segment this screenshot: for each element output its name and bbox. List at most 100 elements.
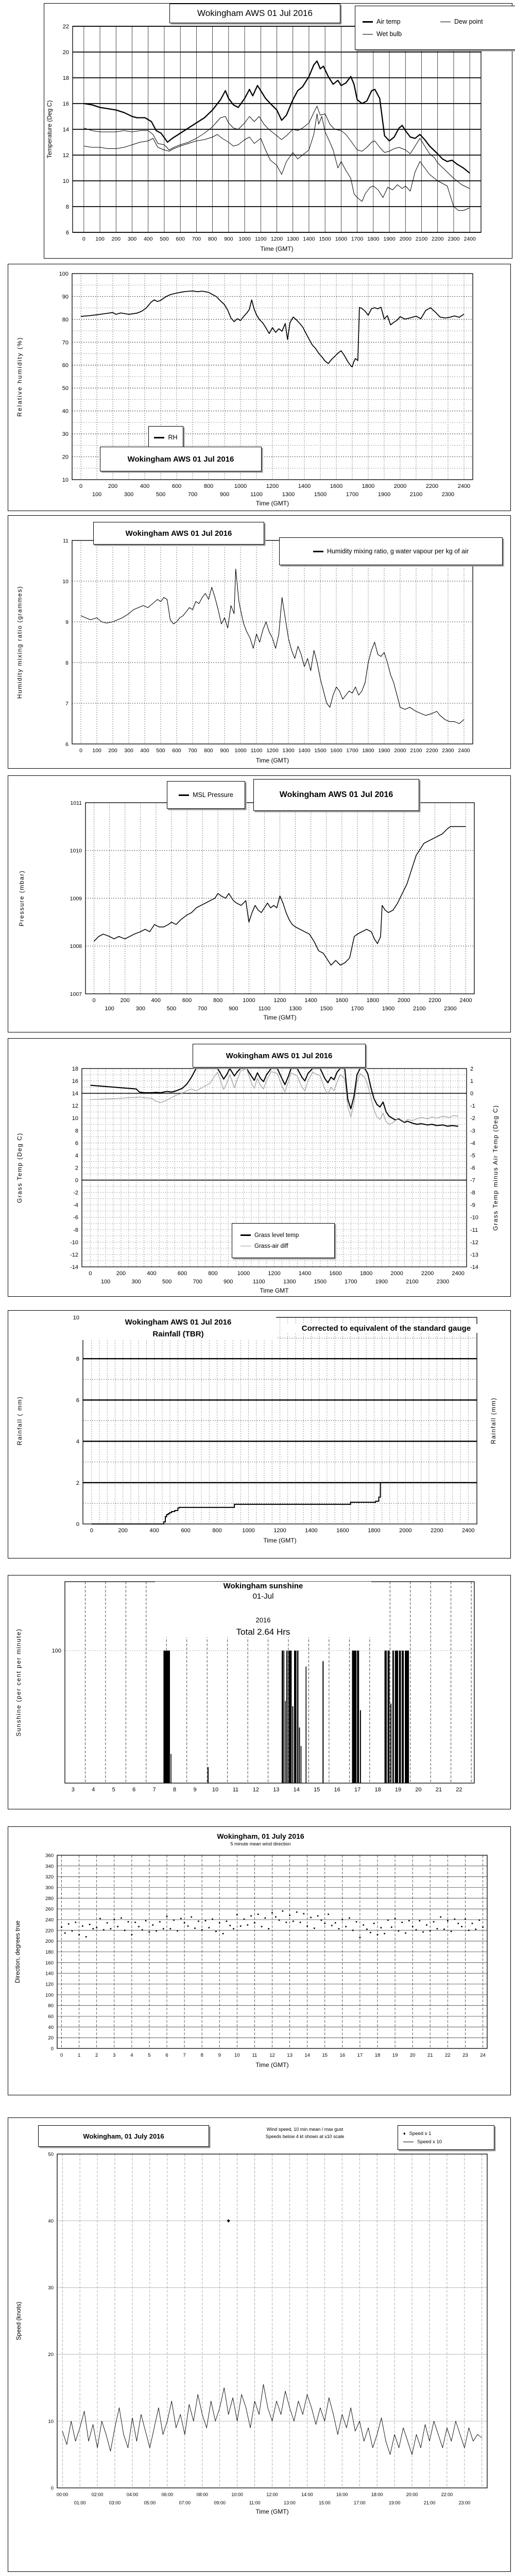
chart-title-box: Wokingham AWS 01 Jul 2016 xyxy=(93,522,264,545)
svg-text:900: 900 xyxy=(229,1006,238,1012)
chart-title-box: Wokingham, 01 July 2016 xyxy=(38,2125,209,2147)
legend-item: Air temp xyxy=(363,18,440,25)
svg-text:Time (GMT): Time (GMT) xyxy=(255,2061,288,2069)
legend-item: Speed x 1 xyxy=(403,2131,494,2137)
svg-text:9: 9 xyxy=(218,2053,221,2058)
svg-text:16: 16 xyxy=(340,2053,346,2058)
svg-text:1200: 1200 xyxy=(268,1270,280,1277)
svg-text:16: 16 xyxy=(334,1787,340,1793)
chart-date: 01-Jul xyxy=(252,1592,274,1601)
svg-text:600: 600 xyxy=(181,1528,190,1534)
svg-text:1011: 1011 xyxy=(70,800,82,806)
svg-text:1800: 1800 xyxy=(368,1528,380,1534)
svg-text:300: 300 xyxy=(45,1885,54,1891)
svg-text:2000: 2000 xyxy=(400,236,412,242)
legend-item: Grass-air diff xyxy=(241,1243,334,1249)
svg-text:-4: -4 xyxy=(470,1140,475,1146)
svg-text:-8: -8 xyxy=(470,1190,475,1196)
svg-text:1600: 1600 xyxy=(330,748,342,754)
svg-text:1100: 1100 xyxy=(251,748,263,754)
svg-text:2300: 2300 xyxy=(442,748,454,754)
svg-text:1010: 1010 xyxy=(70,848,82,854)
svg-text:500: 500 xyxy=(156,492,165,498)
svg-text:09:00: 09:00 xyxy=(214,2500,226,2505)
svg-text:18: 18 xyxy=(72,1066,78,1072)
svg-text:04:00: 04:00 xyxy=(127,2492,139,2497)
wind-direction-chart-panel: 0 20 40 60 80 100 120 140 160 180 200 220 240 260 280 3… xyxy=(8,1826,511,2095)
svg-text:24: 24 xyxy=(480,2053,486,2058)
svg-text:400: 400 xyxy=(140,483,149,489)
svg-text:1900: 1900 xyxy=(382,1006,394,1012)
svg-text:14: 14 xyxy=(63,127,69,133)
svg-text:280: 280 xyxy=(45,1896,54,1902)
chart-subtitle: Rainfall (TBR) xyxy=(152,1329,204,1338)
svg-text:1700: 1700 xyxy=(351,236,364,242)
svg-text:220: 220 xyxy=(45,1928,54,1934)
svg-text:1100: 1100 xyxy=(250,492,263,498)
svg-text:06:00: 06:00 xyxy=(162,2492,174,2497)
svg-text:12: 12 xyxy=(253,1787,259,1793)
svg-text:4: 4 xyxy=(130,2053,133,2058)
legend-item: Dew point xyxy=(440,18,515,25)
svg-text:6: 6 xyxy=(65,741,68,748)
svg-text:3: 3 xyxy=(113,2053,115,2058)
svg-text:2100: 2100 xyxy=(410,492,422,498)
svg-text:0: 0 xyxy=(92,997,95,1004)
svg-text:1900: 1900 xyxy=(383,236,396,242)
svg-text:4: 4 xyxy=(75,1153,78,1159)
svg-text:2400: 2400 xyxy=(452,1270,464,1277)
svg-text:0: 0 xyxy=(60,2053,63,2058)
svg-text:600: 600 xyxy=(172,748,181,754)
svg-text:500: 500 xyxy=(162,1279,171,1285)
svg-text:7: 7 xyxy=(153,1787,156,1793)
svg-text:2400: 2400 xyxy=(458,748,470,754)
svg-text:4: 4 xyxy=(92,1787,95,1793)
svg-text:10: 10 xyxy=(62,579,68,585)
svg-text:1800: 1800 xyxy=(362,748,374,754)
svg-text:15: 15 xyxy=(322,2053,328,2058)
chart-year: 2016 xyxy=(255,1616,271,1624)
svg-text:1200: 1200 xyxy=(273,1528,286,1534)
svg-text:20: 20 xyxy=(410,2053,416,2058)
svg-text:1000: 1000 xyxy=(243,997,255,1004)
svg-text:Time (GMT): Time (GMT) xyxy=(260,245,293,252)
legend: Grass level temp Grass-air diff xyxy=(232,1223,335,1258)
svg-text:16: 16 xyxy=(72,1078,78,1084)
line-sample-icon xyxy=(363,21,373,23)
svg-text:2100: 2100 xyxy=(410,748,422,754)
svg-text:2100: 2100 xyxy=(406,1279,418,1285)
svg-text:-2: -2 xyxy=(470,1115,475,1122)
svg-text:300: 300 xyxy=(136,1006,145,1012)
svg-text:2200: 2200 xyxy=(428,997,441,1004)
svg-text:18:00: 18:00 xyxy=(371,2492,383,2497)
svg-text:1400: 1400 xyxy=(299,1270,311,1277)
svg-text:800: 800 xyxy=(213,997,222,1004)
svg-text:900: 900 xyxy=(220,748,229,754)
svg-text:1600: 1600 xyxy=(336,1528,349,1534)
svg-text:1800: 1800 xyxy=(362,483,374,489)
svg-text:260: 260 xyxy=(45,1907,54,1912)
svg-text:1007: 1007 xyxy=(70,991,82,997)
svg-text:500: 500 xyxy=(160,236,169,242)
svg-text:16:00: 16:00 xyxy=(336,2492,348,2497)
svg-text:11: 11 xyxy=(233,1787,238,1793)
svg-text:6: 6 xyxy=(76,1397,79,1403)
svg-text:2100: 2100 xyxy=(413,1006,425,1012)
svg-text:10: 10 xyxy=(72,1115,78,1122)
rainfall-plot: 0 2 4 6 8 10 0 200 400 600 800 1000 1200 1400 1600 1800… xyxy=(16,1315,497,1544)
chart-title-box: Wokingham AWS 01 Jul 2016 xyxy=(253,779,419,811)
svg-text:4: 4 xyxy=(76,1439,79,1445)
svg-text:160: 160 xyxy=(45,1960,54,1966)
svg-text:1700: 1700 xyxy=(351,1006,364,1012)
svg-text:Direction, degrees true: Direction, degrees true xyxy=(14,1920,21,1983)
svg-text:-1: -1 xyxy=(470,1103,475,1109)
svg-text:07:00: 07:00 xyxy=(179,2500,191,2505)
svg-text:2300: 2300 xyxy=(437,1279,449,1285)
sunshine-total: Total 2.64 Hrs xyxy=(236,1627,290,1637)
svg-text:-8: -8 xyxy=(73,1227,78,1233)
svg-text:0: 0 xyxy=(51,2046,54,2052)
legend-item: MSL Pressure xyxy=(179,791,233,799)
legend: Humidity mixing ratio, g water vapour pe… xyxy=(279,537,503,565)
svg-text:2300: 2300 xyxy=(442,492,454,498)
svg-text:200: 200 xyxy=(108,483,117,489)
